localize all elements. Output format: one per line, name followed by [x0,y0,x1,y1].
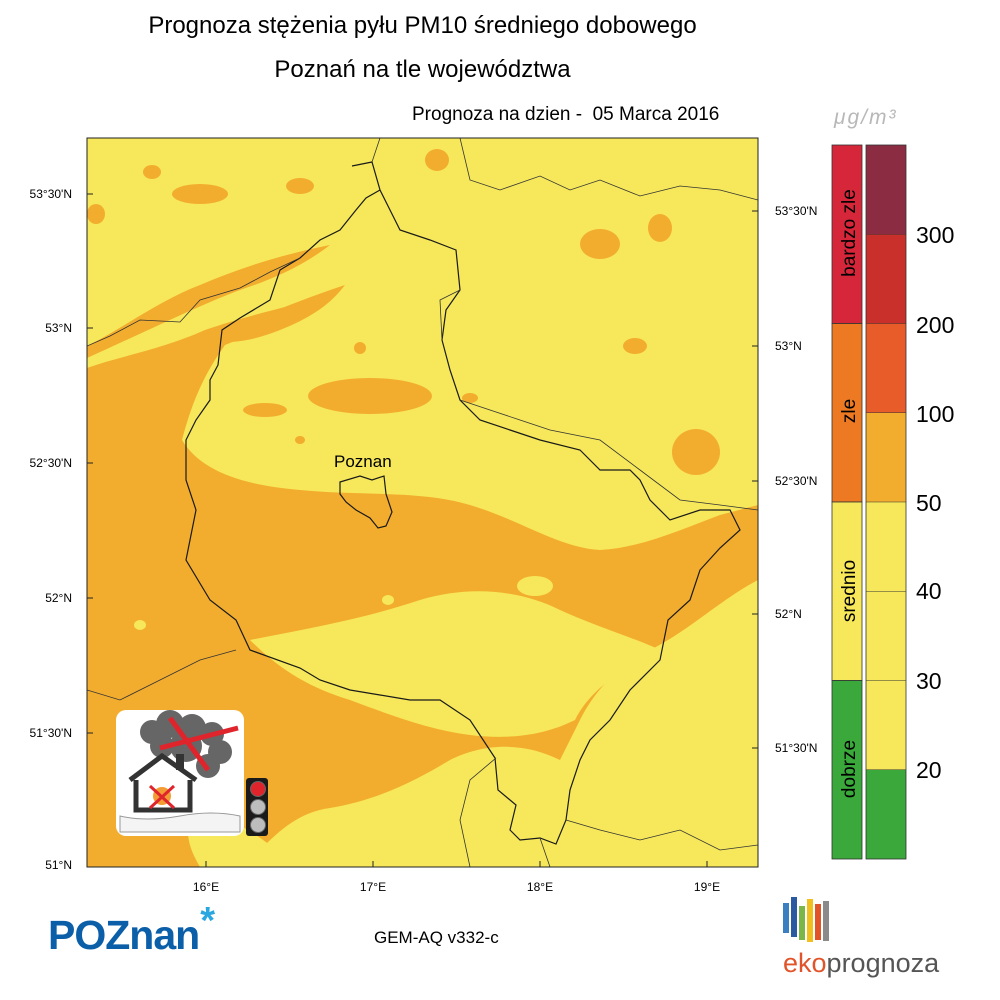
lat-label: 52°30'N [775,474,818,488]
unit-label: μg/m³ [834,106,898,129]
pollution-blob [462,393,478,403]
neighbour-border [87,138,758,867]
legend-scale-value: 40 [916,578,942,604]
legend-category-swatch [831,323,863,503]
pollution-zone-orange-north-2 [210,285,345,342]
lon-label: 17°E [359,880,387,894]
traffic-light-icon [246,778,268,836]
pollution-blob [517,576,553,596]
model-label: GEM-AQ v332-c [374,928,499,947]
pollution-blob [134,620,146,630]
pollution-blob [672,429,720,475]
pollution-zone-yellow-center [250,591,660,737]
legend-scale-swatch [866,145,906,235]
pollution-blob [648,214,672,242]
lon-label: 19°E [693,880,721,894]
city-label: Poznan [334,452,392,471]
legend-category-label: srednio [839,559,860,623]
lat-label: 53°30'N [29,187,72,201]
poznan-logo: POZnan* [48,900,215,958]
pollution-zone-orange-north-band [87,245,330,358]
legend-scale-swatch [866,234,906,324]
pollution-blob [295,436,305,444]
lat-label: 51°30'N [775,741,818,755]
lat-label: 52°N [45,591,72,605]
no-burning-icon [116,710,244,836]
legend-scale-swatch [866,323,906,413]
lat-label: 52°N [775,607,802,621]
legend-category-swatch [831,144,863,324]
legend-scale-value: 200 [916,312,955,338]
legend-category-label: dobrze [839,739,860,799]
legend-scale-value: 30 [916,668,942,694]
legend-scale-value: 20 [916,757,942,783]
legend-scale-swatch [866,591,906,681]
ekoprognoza-logo-icon [783,897,829,942]
house-smoke-icon [119,710,241,833]
pollution-zone-orange-south [87,296,758,867]
lat-label: 52°30'N [29,456,72,470]
lon-label: 18°E [526,880,554,894]
lat-label: 51°30'N [29,726,72,740]
pollution-blob [354,342,366,354]
city-border-poznan [339,475,393,529]
legend-category-bar [831,144,863,860]
ekoprognoza-logo: ekoprognoza [783,948,940,978]
pollution-blob [580,229,620,259]
legend-scale-swatch [866,769,906,859]
legend-category-swatch [831,680,863,860]
axis-ticks [87,193,758,867]
pollution-blob [382,595,394,605]
legend-scale-value: 300 [916,222,955,248]
pollution-blob [87,204,105,224]
pollution-blob [484,636,496,644]
map-title: Prognoza stężenia pyłu PM10 średniego do… [148,12,697,39]
pollution-blob [286,178,314,194]
legend-scale-swatch [866,412,906,502]
lat-label: 51°N [45,858,72,872]
legend-category-swatch [831,501,863,681]
voivodeship-border [185,161,741,845]
pollution-blob [143,165,161,179]
legend-scale-swatch [866,502,906,592]
legend-scale-value: 50 [916,490,942,516]
pollution-blob [243,403,287,417]
legend-category-label: bardzo zle [839,189,860,277]
map-subtitle: Poznań na tle województwa [274,56,571,83]
legend-category-label: zle [839,398,860,424]
pollution-blob [425,149,449,171]
pollution-zone-yellow-southeast [560,630,758,867]
pollution-blob [172,184,228,204]
lat-label: 53°N [775,339,802,353]
pollution-blob [308,378,432,414]
lon-label: 16°E [192,880,220,894]
legend-scale-value: 100 [916,401,955,427]
legend-scale-swatch [866,680,906,770]
lat-label: 53°N [45,321,72,335]
pollution-blob [623,338,647,354]
forecast-date-label: Prognoza na dzien - 05 Marca 2016 [412,104,720,125]
legend-scale-bar [865,144,907,860]
lat-label: 53°30'N [775,204,818,218]
